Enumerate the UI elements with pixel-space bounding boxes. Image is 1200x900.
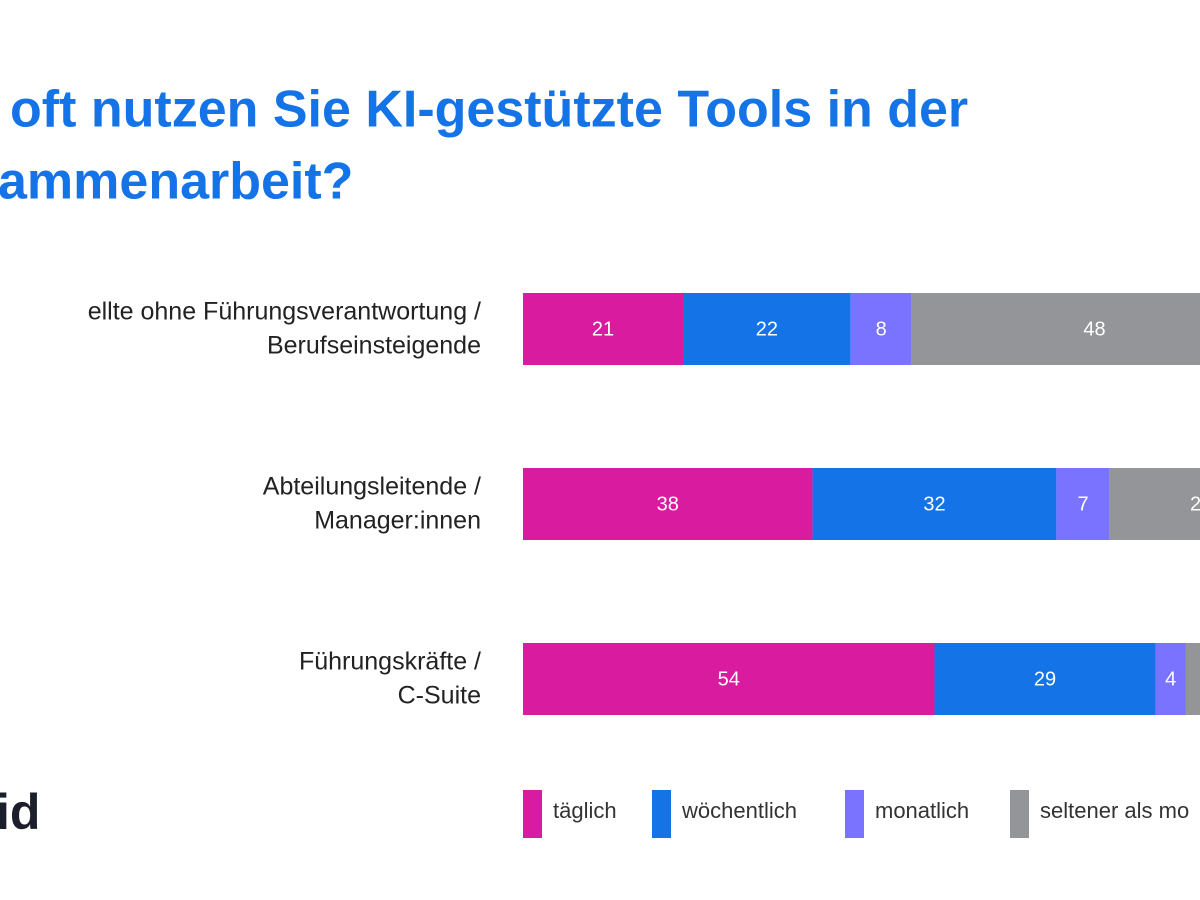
legend-label: wöchentlich — [681, 798, 797, 823]
bar-segment — [812, 468, 1057, 540]
category-label: Führungskräfte / — [299, 648, 481, 676]
category-label: Abteilungsleitende / — [263, 473, 481, 501]
legend-label: täglich — [553, 798, 617, 823]
category-label: Berufseinsteigende — [267, 332, 481, 360]
data-label: 32 — [923, 493, 945, 515]
bar-segment — [523, 643, 935, 715]
data-label: 38 — [657, 493, 679, 515]
chart-title: ammenarbeit? — [0, 153, 353, 211]
legend-label: monatlich — [875, 798, 969, 823]
data-label: 22 — [756, 318, 778, 340]
data-label: 24 — [1190, 493, 1200, 515]
data-label: 54 — [718, 668, 740, 690]
legend-swatch — [1010, 790, 1029, 838]
bar-segment — [523, 293, 684, 365]
legend-swatch — [845, 790, 864, 838]
data-label: 4 — [1165, 668, 1176, 690]
bar-segment — [1056, 468, 1110, 540]
logo: id — [0, 784, 40, 840]
bar-segment — [1185, 643, 1200, 715]
category-label: Manager:innen — [314, 507, 481, 535]
data-label: 21 — [592, 318, 614, 340]
data-label: 48 — [1083, 318, 1105, 340]
bar-segment — [1155, 643, 1186, 715]
legend-label: seltener als mo — [1040, 798, 1189, 823]
category-label: ellte ohne Führungsverantwortung / — [88, 298, 481, 326]
data-label: 7 — [1078, 493, 1089, 515]
bar-segment — [523, 468, 813, 540]
data-label: 8 — [876, 318, 887, 340]
category-label: C-Suite — [398, 682, 481, 710]
bar-segment — [850, 293, 912, 365]
bar-segment — [934, 643, 1156, 715]
data-label: 29 — [1034, 668, 1056, 690]
bar-segment — [1109, 468, 1200, 540]
chart-title: oft nutzen Sie KI-gestützte Tools in der — [10, 81, 968, 139]
bar-segment — [911, 293, 1200, 365]
bar-segment — [683, 293, 851, 365]
legend-swatch — [652, 790, 671, 838]
legend-swatch — [523, 790, 542, 838]
